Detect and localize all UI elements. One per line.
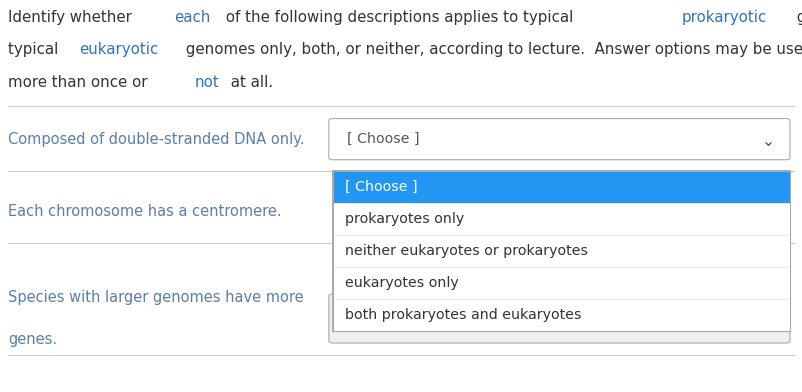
Text: ⌄: ⌄ — [762, 134, 775, 149]
Text: each: each — [174, 9, 210, 25]
Text: Identify whether: Identify whether — [8, 9, 136, 25]
Text: eukaryotes only: eukaryotes only — [345, 276, 459, 290]
FancyBboxPatch shape — [329, 294, 790, 343]
Bar — [333, 171, 790, 331]
Text: Species with larger genomes have more: Species with larger genomes have more — [8, 290, 304, 305]
FancyBboxPatch shape — [329, 118, 790, 160]
Text: typical: typical — [8, 42, 63, 57]
Text: more than once or: more than once or — [8, 75, 152, 90]
Bar — [333, 203, 790, 235]
Text: prokaryotic: prokaryotic — [682, 9, 767, 25]
Text: Each chromosome has a centromere.: Each chromosome has a centromere. — [8, 204, 282, 219]
Text: genomes only, both, or neither, according to lecture.  Answer options may be use: genomes only, both, or neither, accordin… — [181, 42, 802, 57]
Text: genomes only,: genomes only, — [792, 9, 802, 25]
Text: prokaryotes only: prokaryotes only — [345, 212, 464, 226]
Text: [ Choose ]: [ Choose ] — [345, 180, 417, 194]
Text: Composed of double-stranded DNA only.: Composed of double-stranded DNA only. — [8, 132, 305, 147]
Text: neither eukaryotes or prokaryotes: neither eukaryotes or prokaryotes — [345, 244, 588, 258]
Bar — [333, 299, 790, 331]
Text: both prokaryotes and eukaryotes: both prokaryotes and eukaryotes — [345, 308, 581, 322]
Text: ⌄: ⌄ — [762, 313, 775, 328]
Bar — [333, 235, 790, 267]
Bar — [333, 171, 790, 203]
Bar — [332, 170, 791, 332]
Text: not: not — [194, 75, 219, 90]
Text: [ Choose ]: [ Choose ] — [347, 132, 419, 146]
Text: [ Choose ]: [ Choose ] — [347, 312, 419, 325]
Text: eukaryotic: eukaryotic — [79, 42, 159, 57]
Text: at all.: at all. — [226, 75, 273, 90]
Text: of the following descriptions applies to typical: of the following descriptions applies to… — [221, 9, 578, 25]
Text: genes.: genes. — [8, 332, 57, 347]
Bar — [333, 267, 790, 299]
